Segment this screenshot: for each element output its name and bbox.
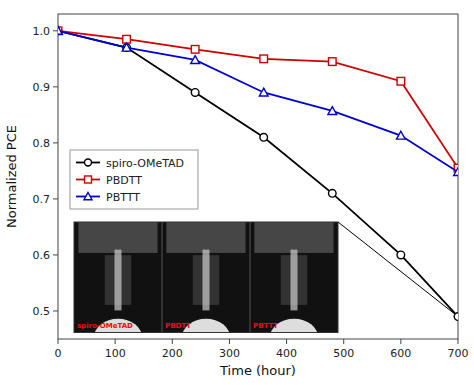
inset-border xyxy=(74,222,338,333)
x-tick-label: 400 xyxy=(276,347,297,360)
x-tick-label: 200 xyxy=(162,347,183,360)
x-axis-label: Time (hour) xyxy=(219,363,296,378)
x-tick xyxy=(343,339,344,344)
x-tick xyxy=(58,339,59,344)
legend-label: PBDTT xyxy=(106,174,142,187)
inset-electrode xyxy=(290,250,297,311)
inset-label: spiro-OMeTAD xyxy=(77,322,133,330)
inset-ceiling xyxy=(78,222,157,253)
y-tick-label: 0.8 xyxy=(33,137,51,150)
series-line xyxy=(58,31,458,168)
point xyxy=(328,58,336,66)
data-area xyxy=(58,26,458,320)
y-tick-label: 0.7 xyxy=(33,193,51,206)
connector xyxy=(338,222,458,317)
point xyxy=(396,131,405,139)
x-tick xyxy=(286,339,287,344)
point xyxy=(191,89,199,97)
series-line xyxy=(58,31,458,317)
legend-marker xyxy=(85,176,92,183)
y-tick-label: 0.9 xyxy=(33,81,51,94)
legend-box xyxy=(70,150,198,209)
y-axis: 0.5 0.6 0.7 0.8 0.9 1.0 xyxy=(33,25,59,318)
point xyxy=(58,26,62,34)
x-tick-label: 300 xyxy=(219,347,240,360)
point xyxy=(454,168,458,176)
x-tick xyxy=(229,339,230,344)
y-tick xyxy=(53,310,58,311)
y-tick-label: 1.0 xyxy=(33,25,51,38)
legend-marker xyxy=(84,192,92,199)
x-tick-label: 100 xyxy=(105,347,126,360)
point xyxy=(122,43,131,51)
series xyxy=(58,27,458,320)
inset-divider xyxy=(250,222,251,333)
plot-frame xyxy=(58,14,458,339)
point xyxy=(397,251,405,259)
point xyxy=(191,56,200,64)
y-tick xyxy=(53,142,58,143)
inset-electrode xyxy=(202,250,209,311)
point xyxy=(328,190,336,198)
point xyxy=(328,107,337,115)
point xyxy=(259,88,268,96)
legend-label: spiro-OMeTAD xyxy=(106,157,184,170)
inset: spiro-OMeTAD PBDTT PBTTT xyxy=(74,222,338,357)
point xyxy=(260,55,268,63)
inset-ceiling xyxy=(166,222,245,253)
x-tick xyxy=(172,339,173,344)
y-tick-label: 0.6 xyxy=(33,249,51,262)
legend-label: PBTTT xyxy=(106,191,140,204)
x-tick xyxy=(400,339,401,344)
x-axis: 0 100 200 300 400 500 600 700 xyxy=(55,339,469,360)
point xyxy=(454,313,458,321)
legend-marker xyxy=(85,159,92,166)
inset-electrode xyxy=(114,250,121,311)
y-tick xyxy=(53,254,58,255)
inset-label: PBTTT xyxy=(253,322,278,330)
x-tick-label: 700 xyxy=(448,347,469,360)
x-tick xyxy=(458,339,459,344)
y-tick xyxy=(53,198,58,199)
point xyxy=(260,133,268,141)
inset-label: PBDTT xyxy=(165,322,191,330)
legend: spiro-OMeTAD PBDTT PBTTT xyxy=(70,150,198,209)
x-tick-label: 500 xyxy=(333,347,354,360)
point xyxy=(397,77,405,85)
inset-photos xyxy=(78,222,333,333)
point xyxy=(191,46,199,54)
inset-background xyxy=(74,222,338,333)
y-axis-label: Normalized PCE xyxy=(4,125,19,228)
chart: 0 100 200 300 400 500 600 700 0.5 0.6 0.7 0.8 0.9 1.0… xyxy=(0,0,474,385)
y-tick xyxy=(53,30,58,31)
y-tick xyxy=(53,86,58,87)
x-tick xyxy=(115,339,116,344)
x-tick-label: 0 xyxy=(55,347,62,360)
inset-divider xyxy=(162,222,163,333)
x-tick-label: 600 xyxy=(390,347,411,360)
point xyxy=(123,44,131,52)
inset-ceiling xyxy=(254,222,333,253)
y-tick-label: 0.5 xyxy=(33,305,51,318)
